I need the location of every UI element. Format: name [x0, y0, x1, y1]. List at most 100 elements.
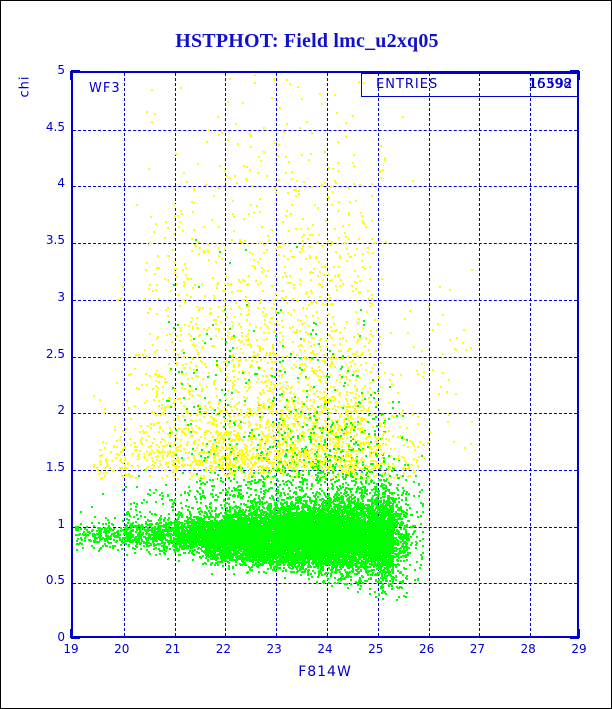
- data-point-good: [408, 547, 410, 549]
- data-point-good: [406, 543, 408, 545]
- data-point-good: [352, 494, 354, 496]
- data-point-good: [343, 516, 345, 518]
- data-point-good: [362, 576, 364, 578]
- data-point-good: [135, 541, 137, 543]
- data-point-good: [422, 538, 424, 540]
- data-point-good: [122, 520, 124, 522]
- data-point-good: [359, 517, 361, 519]
- data-point-good: [140, 515, 142, 517]
- data-point-good: [232, 556, 234, 558]
- data-point-good: [282, 488, 284, 490]
- data-point-good: [119, 539, 121, 541]
- data-point-good: [376, 502, 378, 504]
- data-point-good: [420, 502, 422, 504]
- data-point-good: [155, 514, 157, 516]
- data-point-good: [286, 503, 288, 505]
- data-point-good: [323, 580, 325, 582]
- data-point-good: [417, 579, 419, 581]
- data-point-good: [162, 503, 164, 505]
- data-point-good: [277, 480, 279, 482]
- data-point-good: [82, 533, 84, 535]
- data-point-good: [120, 530, 122, 532]
- data-point-good: [259, 517, 261, 519]
- data-point-good: [404, 464, 406, 466]
- data-point-good: [153, 492, 155, 494]
- data-point-good: [255, 503, 257, 505]
- data-point-good: [146, 543, 148, 545]
- data-point-good: [397, 570, 399, 572]
- data-point-good: [196, 473, 198, 475]
- data-point-good: [366, 468, 368, 470]
- data-point-good: [354, 496, 356, 498]
- data-point-good: [362, 500, 364, 502]
- data-point-good: [137, 518, 139, 520]
- data-point-good: [319, 479, 321, 481]
- data-point-good: [403, 552, 405, 554]
- data-point-good: [409, 564, 411, 566]
- data-point-good: [325, 496, 327, 498]
- data-point-good: [79, 542, 81, 544]
- data-point-good: [233, 487, 235, 489]
- y-axis-tick-label: 3.5: [45, 233, 65, 248]
- data-point-good: [269, 497, 271, 499]
- data-point-good: [296, 568, 298, 570]
- data-point-good: [133, 516, 135, 518]
- data-point-good: [401, 437, 403, 439]
- data-point-good: [375, 563, 377, 565]
- x-axis-label: F814W: [298, 664, 352, 680]
- y-axis-tick-label: 4: [57, 176, 65, 191]
- data-point-good: [140, 526, 142, 528]
- data-point-good: [302, 571, 304, 573]
- data-point-good: [304, 506, 306, 508]
- data-point-good: [229, 511, 231, 513]
- data-point-good: [387, 495, 389, 497]
- data-point-good: [359, 577, 361, 579]
- data-point-good: [112, 529, 114, 531]
- data-point-good: [402, 415, 404, 417]
- data-point-good: [100, 532, 102, 534]
- data-point-good: [422, 511, 424, 513]
- data-point-good: [385, 515, 387, 517]
- data-point-good: [357, 591, 359, 593]
- data-point-good: [323, 509, 325, 511]
- data-point-good: [371, 471, 373, 473]
- data-point-good: [165, 484, 167, 486]
- data-point-good: [126, 512, 128, 514]
- gridline-vertical: [225, 73, 226, 636]
- page-title: HSTPHOT: Field lmc_u2xq05: [175, 30, 439, 52]
- data-point-good: [250, 488, 252, 490]
- data-point-good: [408, 493, 410, 495]
- data-point-good: [376, 530, 378, 532]
- data-point-good: [346, 491, 348, 493]
- data-point-good: [220, 480, 222, 482]
- data-point-good: [240, 493, 242, 495]
- data-point-good: [287, 428, 289, 430]
- data-point-good: [398, 401, 400, 403]
- data-point-good: [277, 492, 279, 494]
- data-point-good: [104, 543, 106, 545]
- x-axis-tick-label: 22: [215, 642, 232, 656]
- data-point-good: [403, 515, 405, 517]
- data-point-good: [141, 524, 143, 526]
- data-point-good: [94, 539, 96, 541]
- y-axis-tick-label: 5: [57, 63, 65, 77]
- data-point-good: [106, 537, 108, 539]
- data-point-good: [81, 543, 83, 545]
- data-point-good: [146, 540, 148, 542]
- data-point-good: [392, 407, 394, 409]
- data-point-good: [140, 537, 142, 539]
- data-point-good: [403, 567, 405, 569]
- data-point-good: [187, 522, 189, 524]
- data-point-good: [178, 516, 180, 518]
- data-point-good: [414, 579, 416, 581]
- data-point-good: [401, 518, 403, 520]
- data-point-good: [245, 509, 247, 511]
- data-point-good: [204, 497, 206, 499]
- data-point-good: [406, 578, 408, 580]
- x-axis-tick-label: 20: [114, 642, 130, 656]
- data-point-good: [410, 526, 412, 528]
- data-point-good: [292, 479, 294, 481]
- data-point-good: [200, 557, 202, 559]
- data-point-good: [202, 555, 204, 557]
- gridline-horizontal: [73, 130, 577, 131]
